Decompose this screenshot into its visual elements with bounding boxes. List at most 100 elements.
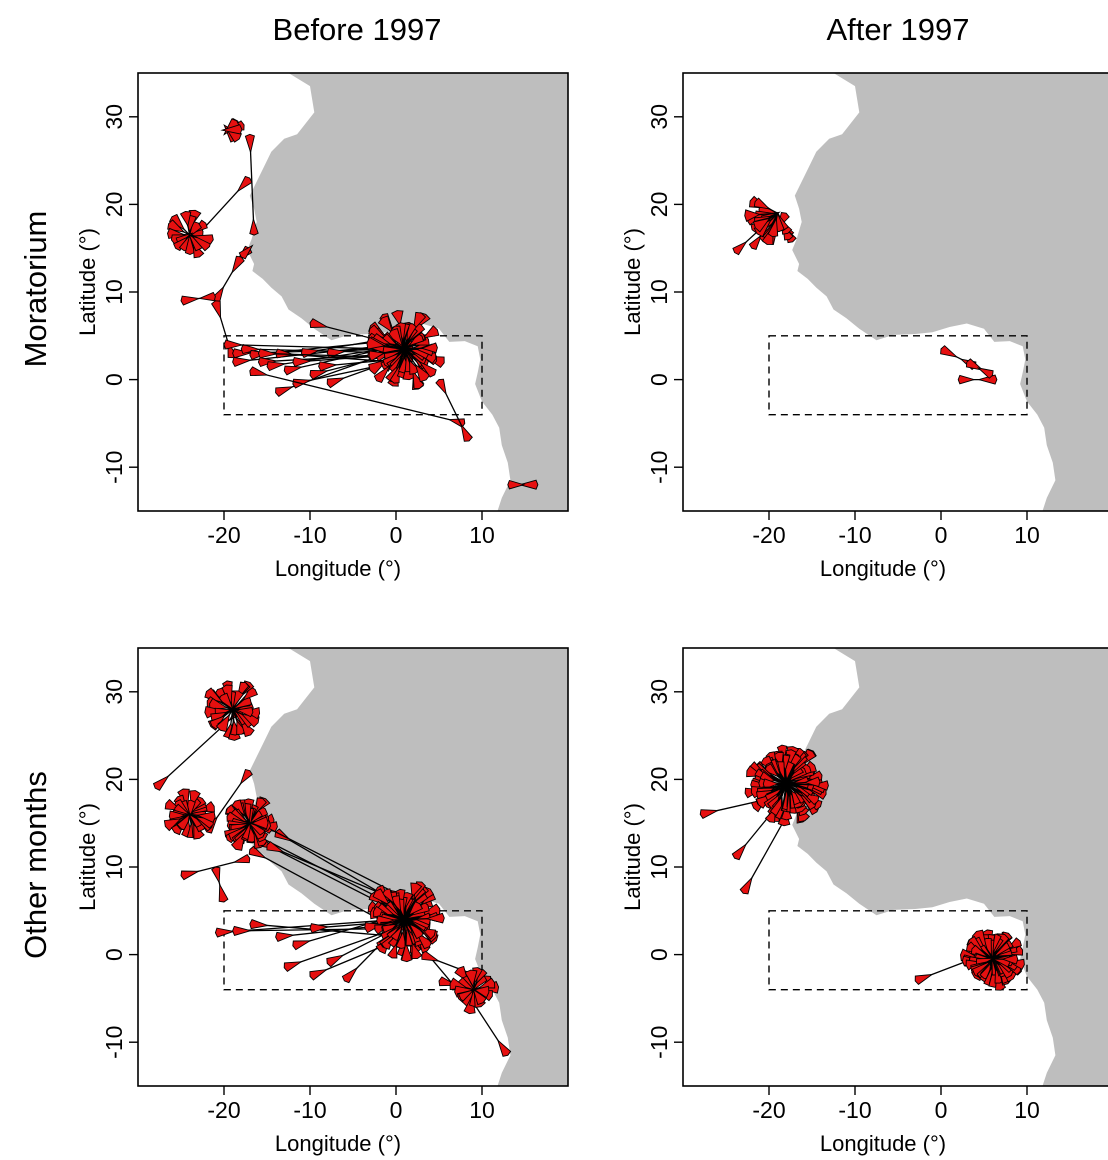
row-title-other-months: Other months	[18, 771, 53, 959]
arrow-mark-160	[957, 374, 976, 385]
arrow-mark-223	[341, 966, 359, 984]
arrow-mark-187	[152, 774, 170, 791]
x-tick-label: -10	[838, 522, 871, 548]
arrow-mark-55	[518, 479, 539, 490]
arrow-mark-162	[976, 367, 994, 379]
arrow-mark-297	[387, 942, 398, 959]
y-tick-label: 0	[101, 373, 127, 386]
y-tick-label: -10	[646, 451, 672, 484]
arrow-mark-75	[391, 310, 404, 327]
arrow-mark-180	[744, 209, 761, 222]
arrow-mark-61	[422, 325, 440, 339]
y-tick-label: 30	[101, 104, 127, 130]
panel-2: -20 -10 0 10 -10 0 10 20 30 Longitude (°) Latitude…	[620, 72, 1108, 581]
arrow-mark-9	[180, 295, 201, 306]
arrow-mark-318	[420, 927, 437, 940]
track-line-9	[258, 822, 405, 899]
arrow-mark-226	[211, 866, 221, 885]
arrow-mark-355	[230, 830, 246, 851]
arrow-mark-459	[739, 876, 753, 895]
africa-landmass	[247, 648, 568, 1086]
arrow-mark-11	[211, 300, 222, 320]
row-title-moratorium: Moratorium	[18, 211, 53, 368]
arrow-mark-434	[196, 811, 216, 823]
arrow-mark-197	[248, 845, 268, 859]
arrow-mark-56	[507, 479, 526, 490]
x-tick-label: -10	[293, 1097, 326, 1123]
y-tick-label: 20	[101, 192, 127, 218]
arrow-mark-404	[235, 706, 254, 718]
y-tick-label: 20	[101, 767, 127, 793]
arrow-mark-94	[368, 350, 386, 362]
arrow-mark-144	[192, 234, 214, 245]
arrow-mark-47	[309, 318, 330, 328]
x-tick-label: 10	[469, 1097, 495, 1123]
arrow-mark-219	[309, 968, 329, 981]
x-tick-label: 10	[1014, 1097, 1040, 1123]
y-axis-title: Latitude (°)	[75, 228, 100, 336]
arrow-mark-205	[214, 927, 236, 938]
y-tick-label: 20	[646, 192, 672, 218]
arrow-mark-132	[179, 211, 192, 227]
arrow-mark-35	[318, 361, 339, 372]
africa-landmass	[792, 73, 1108, 511]
arrow-mark-457	[731, 842, 748, 861]
x-tick-label: -20	[752, 1097, 785, 1123]
track-line-23	[249, 370, 465, 425]
arrow-mark-225	[218, 882, 229, 903]
arrow-mark-227	[496, 1038, 512, 1057]
arrow-mark-3	[236, 175, 253, 193]
y-tick-label: 0	[101, 948, 127, 961]
arrow-mark-21	[257, 356, 279, 368]
arrow-mark-13	[232, 348, 253, 359]
y-axis-title: Latitude (°)	[620, 228, 645, 336]
y-axis-title: Latitude (°)	[620, 803, 645, 911]
arrow-mark-647	[1001, 954, 1019, 965]
y-tick-label: 10	[646, 854, 672, 880]
arrow-mark-161	[965, 358, 985, 371]
x-tick-label: -20	[752, 522, 785, 548]
y-tick-label: 30	[646, 104, 672, 130]
arrow-mark-382	[217, 692, 234, 711]
x-tick-label: 0	[935, 1097, 948, 1123]
africa-landmass	[247, 73, 568, 511]
arrow-mark-199	[266, 841, 286, 853]
arrow-mark-2	[249, 217, 259, 236]
track-line-25	[223, 343, 388, 350]
arrow-mark-183	[752, 217, 771, 233]
arrow-mark-152	[732, 240, 748, 256]
arrow-mark-215	[309, 923, 330, 934]
arrow-mark-252	[410, 882, 423, 899]
x-tick-label: 10	[469, 522, 495, 548]
panel-1: -20 -10 0 10 -10 0 10 20 30 Longitude (°) Latitude…	[75, 72, 569, 581]
arrow-mark-191	[180, 870, 201, 881]
arrow-mark-332	[253, 797, 267, 816]
arrow-mark-27	[283, 365, 304, 376]
arrow-mark-399	[240, 719, 255, 738]
x-tick-label: -10	[838, 1097, 871, 1123]
x-tick-label: 0	[390, 1097, 403, 1123]
plot-area	[699, 648, 1108, 1086]
arrow-mark-192	[232, 854, 251, 864]
arrow-mark-217	[283, 961, 303, 973]
panel-3: -20 -10 0 10 -10 0 10 20 30 Longitude (°) Latitude…	[75, 647, 569, 1156]
x-tick-label: -20	[207, 1097, 240, 1123]
arrow-mark-49	[223, 339, 244, 350]
y-tick-label: 10	[101, 854, 127, 880]
arrow-mark-307	[411, 941, 423, 960]
arrow-mark-90	[366, 336, 386, 350]
arrow-mark-190	[239, 768, 253, 786]
arrow-mark-157	[940, 345, 959, 358]
arrow-mark-29	[292, 356, 313, 367]
plot-area	[167, 73, 568, 511]
x-axis-title: Longitude (°)	[820, 556, 946, 581]
arrow-mark-211	[275, 931, 296, 942]
plot-area	[152, 648, 568, 1086]
arrow-mark-572	[803, 776, 821, 788]
arrow-mark-324	[425, 912, 445, 924]
arrow-mark-268	[372, 888, 391, 907]
arrow-mark-213	[292, 940, 312, 951]
x-axis-title: Longitude (°)	[275, 1131, 401, 1156]
arrow-mark-1	[244, 133, 255, 154]
arrow-mark-15	[232, 356, 253, 367]
